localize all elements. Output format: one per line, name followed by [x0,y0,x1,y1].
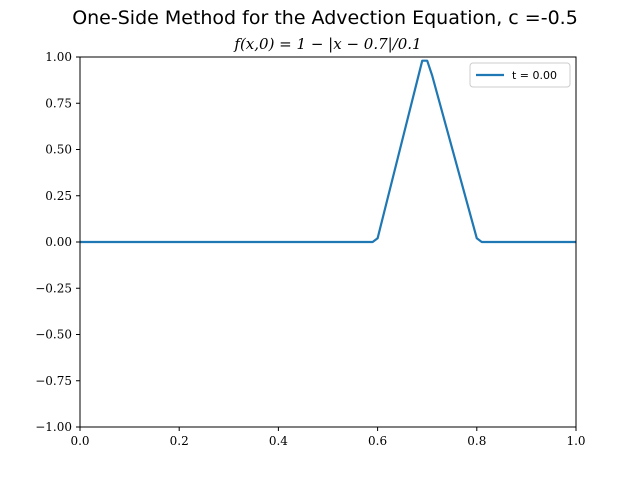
y-tick-label: 1.00 [45,50,72,64]
x-tick-label: 0.8 [467,434,486,448]
legend: t = 0.00 [469,62,571,88]
plot-area [80,59,576,244]
x-axis: 0.0 0.2 0.4 0.6 0.8 1.0 [70,427,586,448]
y-tick-label: 0.75 [45,96,72,110]
y-tick-label: −0.75 [35,374,72,388]
y-axis: −1.00 −0.75 −0.50 −0.25 0.00 0.25 0.50 0.75 1.00 [35,50,80,434]
y-tick-label: 0.50 [45,143,72,157]
legend-entry-label: t = 0.00 [512,69,557,82]
y-tick-label: −1.00 [35,420,72,434]
x-tick-label: 0.0 [70,434,89,448]
series-line-0 [80,59,576,244]
x-tick-label: 0.2 [170,434,189,448]
y-tick-label: 0.00 [45,235,72,249]
legend-box [469,62,571,88]
x-tick-label: 0.6 [368,434,387,448]
x-tick-label: 1.0 [566,434,585,448]
chart-title: One-Side Method for the Advection Equati… [72,7,578,29]
y-tick-label: 0.25 [45,189,72,203]
x-tick-label: 0.4 [269,434,288,448]
y-tick-label: −0.50 [35,328,72,342]
chart-subtitle: f(x,0) = 1 − |x − 0.7|/0.1 [233,35,421,53]
y-tick-label: −0.25 [35,281,72,295]
